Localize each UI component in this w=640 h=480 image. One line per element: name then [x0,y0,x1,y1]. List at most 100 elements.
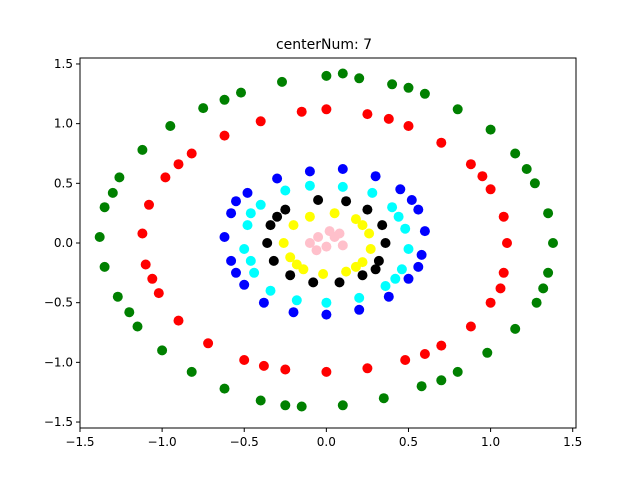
y-tick-label: −1.5 [44,415,73,429]
data-point [452,366,463,377]
data-point [373,255,384,266]
data-point [157,345,168,356]
data-point [226,255,237,266]
data-point [419,349,430,359]
data-point [280,185,291,196]
data-point [144,199,154,210]
x-tick-label: −0.5 [230,435,259,449]
data-point [288,220,299,231]
data-point [419,226,430,237]
data-point [219,130,230,141]
data-point [255,116,266,127]
data-point [393,211,404,222]
data-point [132,321,143,332]
series-4 [239,180,414,308]
data-point [354,292,365,303]
series-7 [304,226,348,256]
y-tick-label: 0.5 [54,176,73,190]
data-point [362,204,373,215]
series-5 [262,195,391,288]
data-point [296,106,307,117]
data-point [403,244,414,254]
data-point [548,238,558,248]
data-point [370,264,381,275]
data-point [436,375,447,386]
data-point [277,76,287,87]
data-point [137,144,148,155]
data-point [285,252,296,263]
data-point [387,202,398,213]
data-point [311,245,322,256]
data-point [239,355,250,365]
data-point [395,184,406,195]
data-point [543,208,554,219]
data-point [502,238,512,248]
data-point [321,366,332,377]
data-point [291,259,302,270]
data-point [231,196,241,207]
data-point [538,283,549,294]
y-tick-label: 0.0 [54,236,73,250]
data-point [114,172,125,183]
data-point [390,273,401,284]
data-point [413,261,424,272]
data-point [416,381,427,392]
data-point [383,291,394,302]
chart-title: centerNum: 7 [276,37,372,53]
data-point [278,238,289,248]
data-point [321,297,332,308]
data-point [231,267,241,278]
y-axis: −1.5 −1.0 −0.5 0.0 0.5 1.0 1.5 [44,57,80,429]
data-point [337,400,348,411]
data-point [465,159,476,170]
data-point [354,73,365,84]
data-point [165,121,176,131]
data-point [452,104,463,115]
data-point [313,195,324,205]
data-point [94,232,105,242]
data-point [498,211,509,222]
data-point [337,164,348,174]
data-point [245,255,256,266]
data-point [403,82,414,93]
data-point [147,273,158,284]
data-point [380,238,391,248]
data-point [477,171,488,182]
data-point [304,211,315,222]
data-point [367,187,378,198]
data-point [341,266,352,277]
data-point [387,79,398,90]
data-point [413,204,424,215]
data-point [354,304,365,315]
y-tick-label: −1.0 [44,355,73,369]
data-point [124,307,135,318]
data-point [258,297,269,308]
data-point [498,267,509,278]
data-point [242,187,253,198]
series-2 [137,104,512,377]
x-tick-label: 1.5 [563,435,582,449]
data-point [219,232,230,242]
data-point [531,297,542,308]
y-tick-label: 1.5 [54,57,73,71]
data-point [436,340,447,351]
data-point [324,226,335,237]
y-tick-label: −0.5 [44,296,73,310]
data-point [416,249,427,260]
data-point [107,187,118,198]
data-point [383,113,394,124]
data-point [296,401,307,412]
data-point [280,364,291,375]
data-point [160,172,171,183]
data-point [186,366,197,377]
data-point [365,244,376,254]
data-point [242,220,253,231]
data-point [529,178,540,189]
data-point [272,173,283,184]
data-point [380,281,391,291]
data-point [357,220,368,231]
data-point [239,279,250,290]
data-point [362,109,373,120]
data-point [318,269,329,279]
